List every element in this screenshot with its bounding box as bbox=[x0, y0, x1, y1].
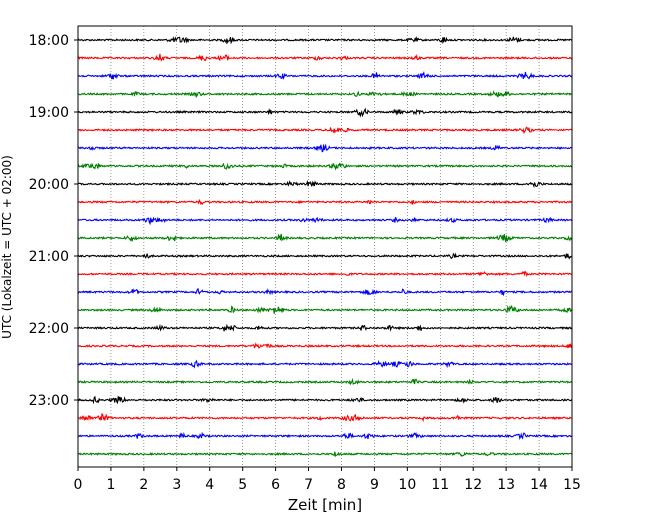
x-tick-label: 14 bbox=[530, 477, 548, 493]
x-tick-label: 0 bbox=[74, 477, 83, 493]
trace-line bbox=[77, 451, 573, 458]
trace-line bbox=[77, 431, 573, 441]
trace-line bbox=[77, 395, 573, 405]
trace-line bbox=[77, 179, 573, 189]
y-axis: 18:00 19:00 20:00 21:00 22:00 23:00 bbox=[29, 33, 78, 409]
x-tick-label: 9 bbox=[370, 477, 379, 493]
y-tick-label: 20:00 bbox=[29, 177, 69, 193]
trace-line bbox=[77, 198, 573, 206]
x-tick-label: 4 bbox=[205, 477, 214, 493]
trace-line bbox=[77, 53, 573, 62]
y-tick-label: 18:00 bbox=[29, 33, 69, 49]
trace-line bbox=[77, 126, 573, 135]
x-tick-label: 6 bbox=[271, 477, 280, 493]
trace-line bbox=[77, 70, 573, 80]
x-tick-label: 2 bbox=[139, 477, 148, 493]
x-tick-label: 11 bbox=[431, 477, 449, 493]
y-tick-label: 21:00 bbox=[29, 249, 69, 265]
x-tick-label: 10 bbox=[398, 477, 416, 493]
x-axis-label: Zeit [min] bbox=[288, 496, 362, 514]
trace-line bbox=[77, 305, 573, 314]
x-tick-label: 7 bbox=[304, 477, 313, 493]
plot-frame bbox=[77, 25, 573, 468]
trace-line bbox=[77, 342, 573, 349]
trace-line bbox=[77, 107, 573, 118]
x-tick-label: 5 bbox=[238, 477, 247, 493]
seismic-traces bbox=[77, 35, 573, 458]
y-tick-label: 22:00 bbox=[29, 321, 69, 337]
trace-line bbox=[77, 412, 573, 423]
trace-line bbox=[77, 287, 573, 297]
trace-line bbox=[77, 252, 573, 260]
x-tick-label: 13 bbox=[497, 477, 515, 493]
trace-line bbox=[77, 162, 573, 171]
trace-line bbox=[77, 35, 573, 45]
x-tick-label: 8 bbox=[337, 477, 346, 493]
y-tick-label: 23:00 bbox=[29, 393, 69, 409]
trace-line bbox=[77, 270, 573, 277]
trace-line bbox=[77, 233, 573, 243]
trace-line bbox=[77, 143, 573, 153]
x-tick-label: 1 bbox=[106, 477, 115, 493]
trace-line bbox=[77, 359, 573, 369]
x-tick-label: 3 bbox=[172, 477, 181, 493]
trace-line bbox=[77, 216, 573, 226]
trace-line bbox=[77, 90, 573, 99]
x-tick-label: 15 bbox=[563, 477, 581, 493]
x-tick-label: 12 bbox=[464, 477, 482, 493]
x-axis: 0 1 2 3 4 5 6 7 8 9 10 11 12 13 14 15 bbox=[74, 467, 581, 493]
trace-line bbox=[77, 377, 573, 386]
y-axis-label: UTC (Lokalzeit = UTC + 02:00) bbox=[0, 155, 14, 339]
trace-line bbox=[77, 323, 573, 332]
y-tick-label: 19:00 bbox=[29, 105, 69, 121]
